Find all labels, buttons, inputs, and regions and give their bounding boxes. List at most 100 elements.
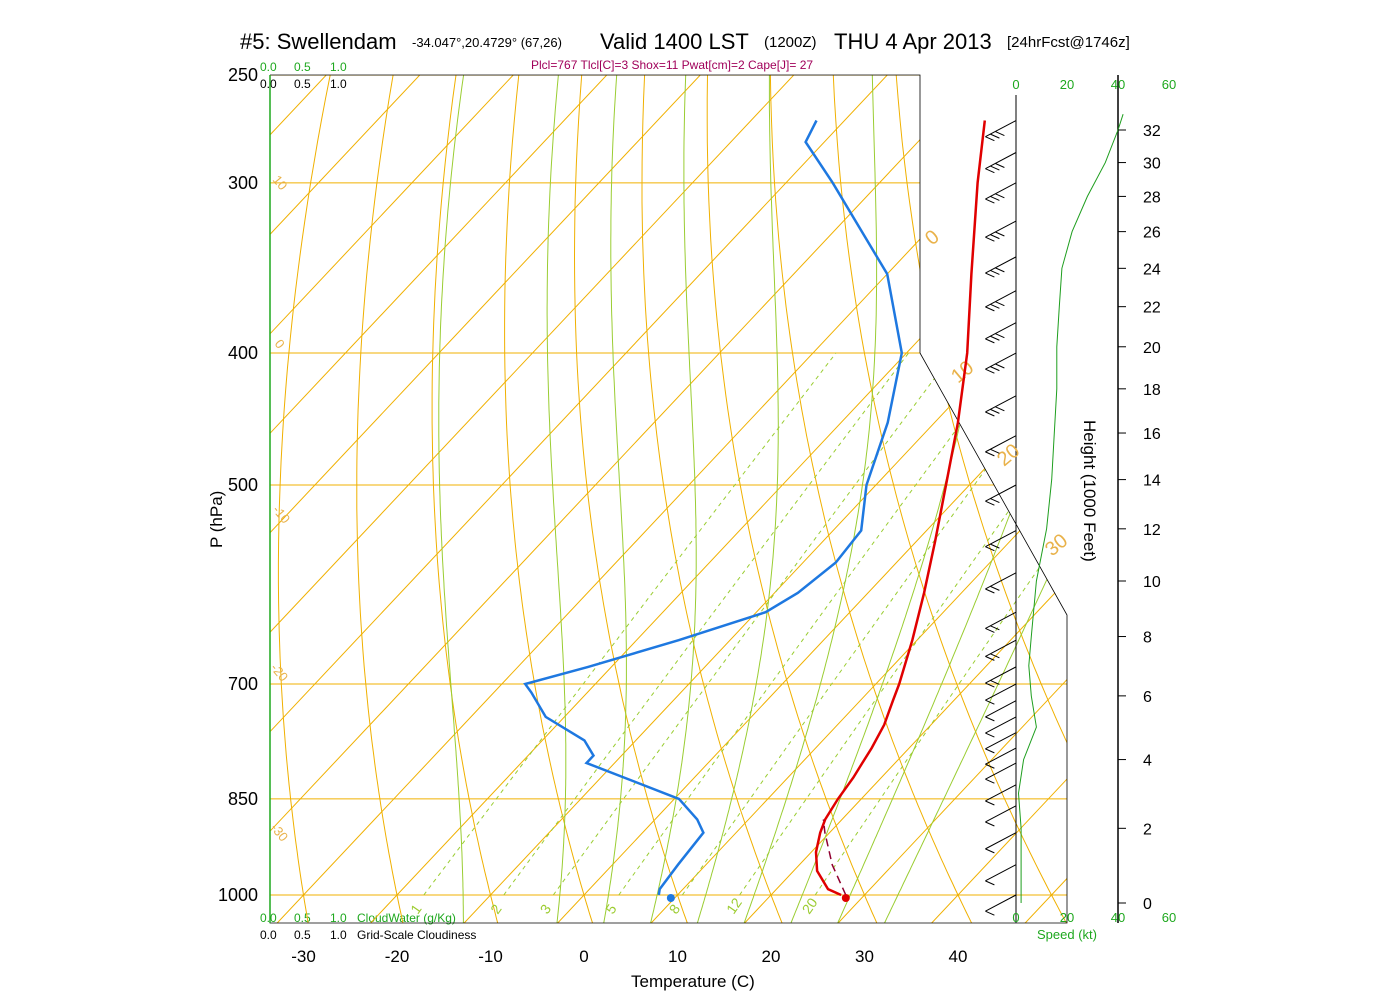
isotherm-line <box>743 75 1067 923</box>
wind-barb <box>985 220 1017 242</box>
bscale-black-0: 0.0 <box>260 928 277 942</box>
wind-barb <box>985 747 1017 769</box>
profile-layer <box>523 114 1124 903</box>
mixing-ratio-line <box>814 352 1067 896</box>
dry-adiabat <box>356 75 404 923</box>
moist-adiabat <box>649 75 697 923</box>
wind-barb <box>985 732 1017 754</box>
dry-adiabat <box>1081 51 1400 924</box>
temperature-tick-label: 30 <box>855 947 874 966</box>
bottom-scale: 0.0 0.5 1.0 CloudWater (g/Kg) 0.0 0.5 1.… <box>260 911 476 942</box>
speed-axis-title: Speed (kt) <box>1037 927 1097 942</box>
dry-adiabat <box>504 75 594 923</box>
y-axis-title: P (hPa) <box>207 491 226 548</box>
title-date: THU 4 Apr 2013 <box>834 29 992 54</box>
wind-barb <box>985 762 1017 784</box>
wind-barb <box>985 700 1017 722</box>
dry-adiabat <box>277 75 336 923</box>
title-valid: Valid 1400 LST <box>600 29 749 54</box>
dry-adiabat-label: 10 <box>270 172 291 193</box>
isotherm-line <box>369 75 1067 923</box>
wind-barb <box>985 395 1017 417</box>
wind-barb <box>985 805 1017 827</box>
height-tick-label: 4 <box>1143 753 1152 770</box>
wind-barb <box>985 894 1017 916</box>
mixing-ratio-label: 20 <box>799 895 821 917</box>
isotherm-line <box>837 75 1067 923</box>
dry-adiabat <box>573 75 689 923</box>
isotherm-line <box>270 75 911 923</box>
title-station: #5: Swellendam <box>240 29 397 54</box>
height-tick-label: 32 <box>1143 123 1161 140</box>
wind-barb <box>985 152 1017 174</box>
mixing-ratio-label: 12 <box>723 895 745 917</box>
temperature-profile <box>814 120 987 897</box>
wind-barb <box>985 572 1017 594</box>
height-tick-label: 24 <box>1143 261 1161 278</box>
pressure-tick-label: 250 <box>228 65 258 85</box>
isotherm-line <box>276 75 1067 923</box>
speed-bottom-tick: 40 <box>1111 910 1125 925</box>
height-tick-label: 10 <box>1143 574 1161 591</box>
dry-adiabat <box>831 75 1067 923</box>
scale-black-0: 0.0 <box>260 77 277 91</box>
title-coords: -34.047°,20.4729° (67,26) <box>412 35 562 50</box>
bscale-green-2: 1.0 <box>330 911 347 925</box>
dry-adiabat-label: -10 <box>270 502 294 526</box>
pressure-tick-label: 300 <box>228 173 258 193</box>
isotherm-line <box>463 75 1067 923</box>
isotherm-line <box>270 75 817 923</box>
speed-bottom-tick: 20 <box>1060 910 1074 925</box>
cloudiness-label: Grid-Scale Cloudiness <box>357 928 476 942</box>
height-tick-label: 2 <box>1143 821 1152 838</box>
mixing-ratio-label: 2 <box>487 901 505 917</box>
left-top-scale: 0.0 0.5 1.0 0.0 0.5 1.0 <box>260 60 347 91</box>
height-tick-label: 26 <box>1143 225 1161 242</box>
wind-barb <box>985 784 1017 806</box>
scale-black-2: 1.0 <box>330 77 347 91</box>
dry-adiabat <box>894 75 1067 923</box>
moist-adiabat <box>743 75 878 923</box>
dry-adiabat-label: 0 <box>272 336 288 351</box>
wind-barb <box>985 611 1017 633</box>
temperature-tick-label: -30 <box>291 947 316 966</box>
height-axis-title: Height (1000 Feet) <box>1080 420 1099 562</box>
isotherm-line <box>270 75 350 923</box>
height-tick-label: 16 <box>1143 426 1161 443</box>
height-tick-label: 30 <box>1143 156 1161 173</box>
speed-top-tick: 0 <box>1012 77 1019 92</box>
dry-adiabat <box>431 75 499 923</box>
wind-layer <box>985 120 1017 916</box>
isotherm-line <box>270 75 724 923</box>
wind-barb <box>985 864 1017 886</box>
dry-adiabat <box>1018 75 1067 923</box>
moist-adiabat <box>546 75 567 923</box>
height-tick-label: 18 <box>1143 382 1161 399</box>
scale-green-2: 1.0 <box>330 60 347 74</box>
wind-barb <box>985 716 1017 738</box>
mixing-ratio-line <box>681 352 1067 896</box>
height-tick-label: 0 <box>1143 896 1152 913</box>
pressure-tick-label: 700 <box>228 674 258 694</box>
x-axis-title: Temperature (C) <box>631 972 755 991</box>
isotherm-line <box>270 75 1004 923</box>
dry-adiabat <box>1205 51 1400 924</box>
surface-temperature-dot <box>841 894 850 902</box>
scale-green-1: 0.5 <box>294 60 311 74</box>
temperature-tick-label: 20 <box>762 947 781 966</box>
height-tick-label: 8 <box>1143 630 1152 647</box>
wind-speed-profile <box>1017 114 1124 903</box>
speed-top-tick: 60 <box>1162 77 1176 92</box>
speed-top-tick: 40 <box>1111 77 1125 92</box>
height-tick-label: 6 <box>1143 689 1152 706</box>
height-tick-label: 28 <box>1143 189 1161 206</box>
temperature-tick-label: -20 <box>385 947 410 966</box>
parcel-profile <box>822 819 847 896</box>
pressure-tick-label: 850 <box>228 789 258 809</box>
pressure-tick-label: 400 <box>228 343 258 363</box>
dry-adiabat <box>22 51 148 924</box>
surface-dewpoint-dot <box>666 894 675 902</box>
wind-barb <box>985 683 1017 705</box>
